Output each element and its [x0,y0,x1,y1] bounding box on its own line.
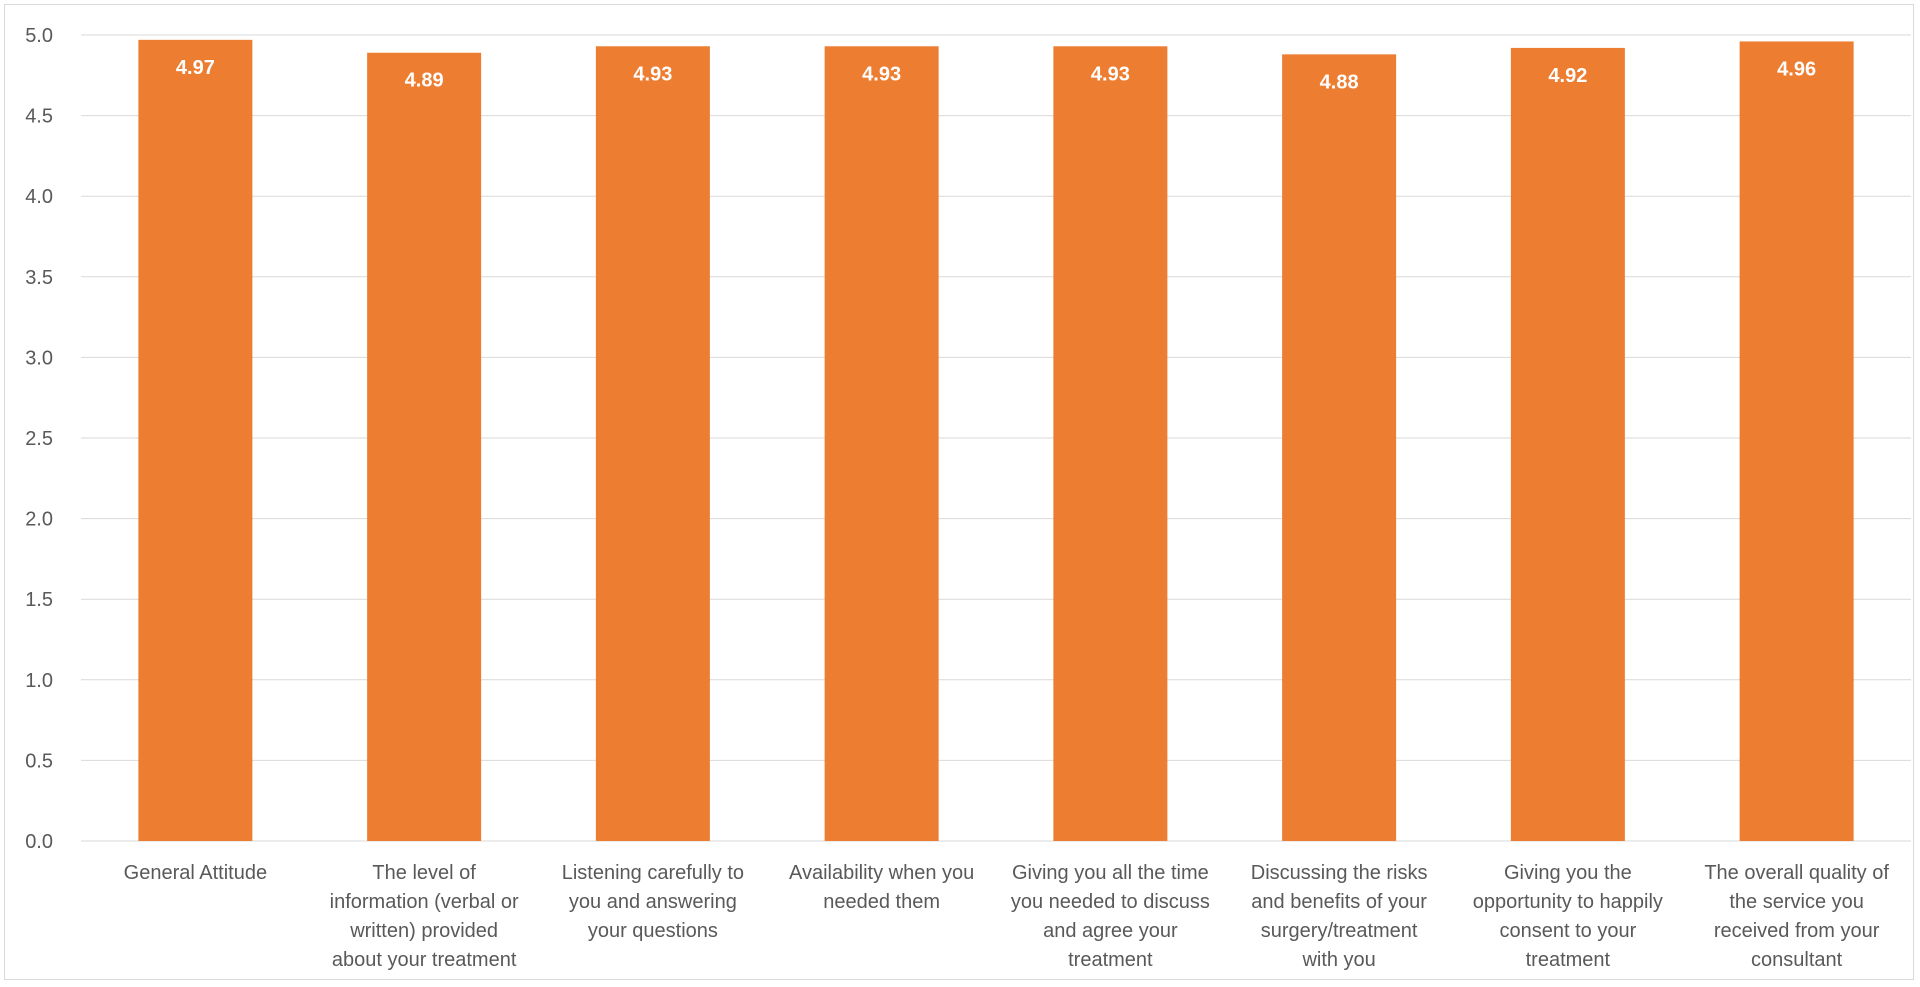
x-tick-label: Availability when you needed them [789,862,974,913]
y-tick-label: 3.5 [25,267,53,289]
y-tick-label: 0.0 [25,831,53,853]
x-tick-label: Discussing the risks and benefits of your… [1251,862,1428,971]
x-axis-labels: General Attitude The level of information … [124,862,1890,971]
data-label: 4.93 [633,63,672,85]
data-labels: 4.97 4.89 4.93 4.93 4.93 4.88 4.92 4.96 [176,57,1816,94]
data-label: 4.92 [1548,65,1587,87]
bar [1053,46,1168,842]
y-tick-label: 1.0 [25,670,53,692]
data-label: 4.97 [176,57,215,79]
y-tick-label: 5.0 [25,25,53,47]
bar [138,39,253,841]
y-axis-ticks: 0.0 0.5 1.0 1.5 2.0 2.5 3.0 3.5 4.0 4.5 5.0 [25,25,53,853]
x-tick-label: The level of information (verbal or writte… [330,862,519,971]
gridlines [81,34,1911,842]
y-tick-label: 2.5 [25,428,53,450]
bar-chart: 0.00.51.01.52.02.53.03.54.04.55.0 4.974.… [25,25,1911,971]
x-tick-label: Giving you the opportunity to happily cons… [1473,862,1663,971]
bar [367,52,482,842]
bar [1510,47,1625,842]
y-tick-label: 3.0 [25,347,53,369]
bar [1282,54,1397,842]
y-tick-label: 1.5 [25,589,53,611]
data-label: 4.88 [1320,71,1359,93]
y-tick-label: 2.0 [25,509,53,531]
data-label: 4.89 [405,70,444,92]
x-tick-label: Giving you all the time you needed to dis… [1011,862,1210,971]
data-label: 4.96 [1777,58,1816,80]
y-tick-label: 4.0 [25,186,53,208]
y-tick-label: 4.5 [25,106,53,128]
bars [138,39,1854,842]
bar [1739,41,1854,841]
x-tick-label: General Attitude [124,862,267,884]
x-tick-label: Listening carefully to you and answering y… [562,862,744,942]
data-label: 4.93 [862,63,901,85]
bar [824,46,939,842]
x-tick-label: The overall quality of the service you rec… [1704,862,1889,971]
y-tick-label: 0.5 [25,750,53,772]
bar [595,46,710,842]
chart-area: 0.0 0.5 1.0 1.5 2.0 2.5 3.0 3.5 4.0 4.5 5.0 4.97 4.… [4,4,1914,980]
data-label: 4.93 [1091,63,1130,85]
